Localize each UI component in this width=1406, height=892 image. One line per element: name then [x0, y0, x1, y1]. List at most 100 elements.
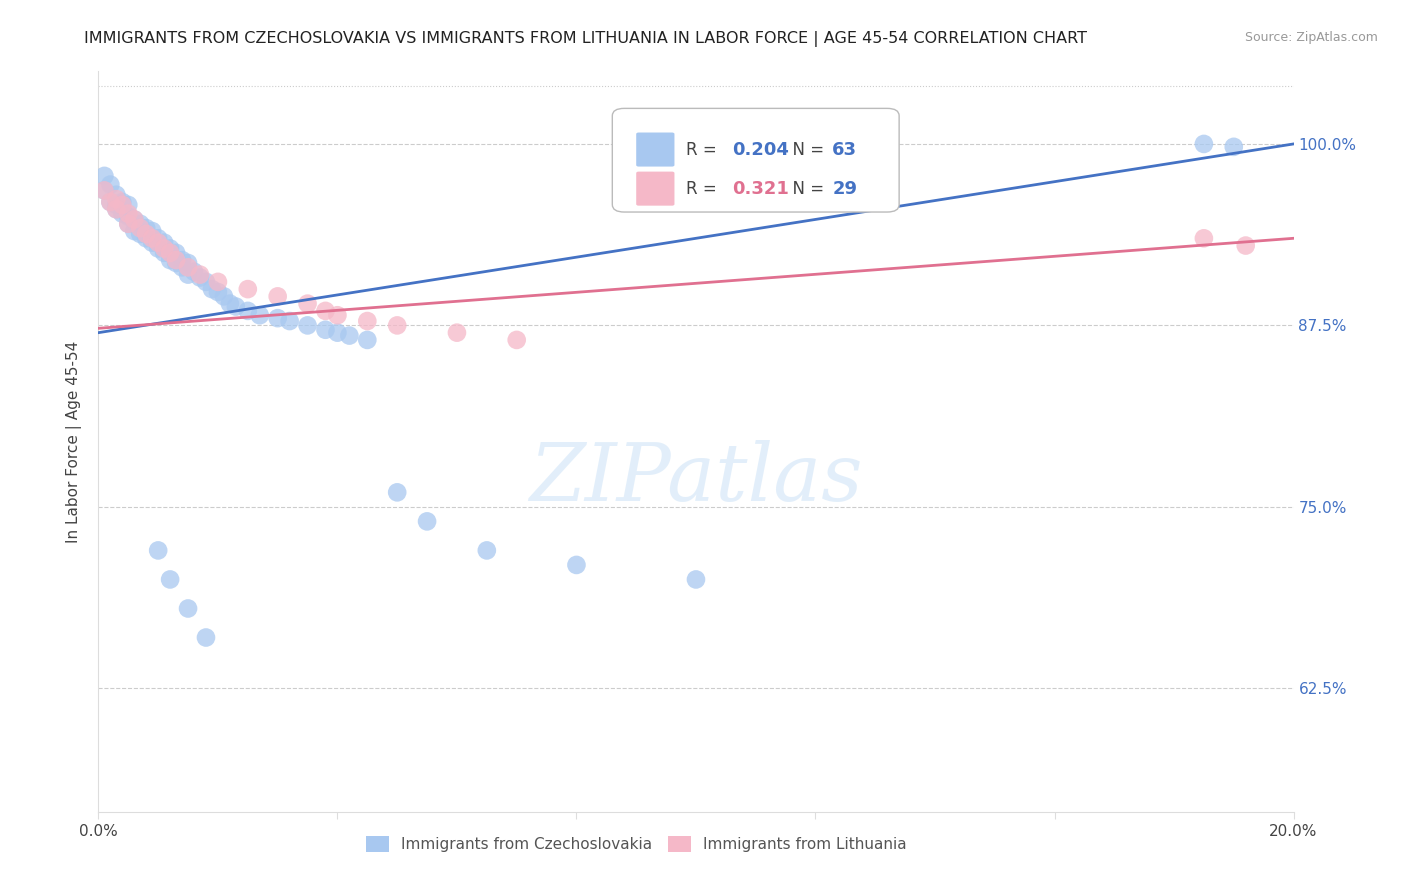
- Point: [249, 308, 271, 322]
- Point: [177, 601, 200, 615]
- Point: [93, 183, 115, 197]
- Point: [124, 224, 146, 238]
- Point: [326, 326, 349, 340]
- Point: [1192, 231, 1215, 245]
- Point: [416, 515, 439, 529]
- Point: [141, 231, 163, 245]
- Point: [141, 235, 163, 250]
- Point: [159, 245, 181, 260]
- Point: [98, 194, 122, 209]
- Point: [135, 231, 157, 245]
- Point: [212, 289, 235, 303]
- Point: [315, 304, 337, 318]
- Point: [188, 268, 211, 282]
- Point: [177, 268, 200, 282]
- Text: N =: N =: [782, 179, 830, 198]
- Point: [111, 194, 134, 209]
- FancyBboxPatch shape: [637, 171, 675, 206]
- Point: [339, 328, 361, 343]
- Point: [111, 206, 134, 220]
- FancyBboxPatch shape: [637, 133, 675, 167]
- Point: [172, 260, 194, 275]
- Point: [267, 289, 290, 303]
- Point: [201, 282, 224, 296]
- Point: [159, 253, 181, 268]
- Point: [153, 235, 176, 250]
- Legend: Immigrants from Czechoslovakia, Immigrants from Lithuania: Immigrants from Czechoslovakia, Immigran…: [359, 829, 914, 860]
- Text: Source: ZipAtlas.com: Source: ZipAtlas.com: [1244, 31, 1378, 45]
- Point: [565, 558, 588, 572]
- Text: IMMIGRANTS FROM CZECHOSLOVAKIA VS IMMIGRANTS FROM LITHUANIA IN LABOR FORCE | AGE: IMMIGRANTS FROM CZECHOSLOVAKIA VS IMMIGR…: [84, 31, 1087, 47]
- Point: [135, 227, 157, 241]
- Point: [446, 326, 468, 340]
- Point: [685, 573, 707, 587]
- Point: [148, 242, 170, 256]
- Point: [326, 308, 349, 322]
- Point: [188, 270, 211, 285]
- Point: [148, 235, 170, 250]
- Point: [93, 169, 115, 183]
- Point: [129, 217, 152, 231]
- Point: [165, 245, 187, 260]
- Point: [267, 311, 290, 326]
- Point: [1223, 140, 1246, 154]
- Text: 0.204: 0.204: [733, 141, 789, 159]
- Text: 0.321: 0.321: [733, 179, 789, 198]
- Point: [159, 242, 181, 256]
- Text: 29: 29: [832, 179, 858, 198]
- Point: [356, 314, 378, 328]
- Point: [236, 304, 259, 318]
- Point: [111, 198, 134, 212]
- Text: R =: R =: [686, 179, 723, 198]
- Point: [506, 333, 529, 347]
- Text: ZIPatlas: ZIPatlas: [529, 440, 863, 517]
- Point: [297, 296, 319, 310]
- Point: [315, 323, 337, 337]
- Point: [356, 333, 378, 347]
- Point: [1234, 238, 1257, 252]
- Point: [105, 202, 128, 217]
- Point: [148, 543, 170, 558]
- Point: [159, 573, 181, 587]
- Point: [177, 256, 200, 270]
- Point: [153, 242, 176, 256]
- Point: [207, 285, 229, 299]
- Point: [105, 187, 128, 202]
- Point: [105, 192, 128, 206]
- Point: [105, 198, 128, 212]
- Point: [278, 314, 301, 328]
- Point: [117, 198, 139, 212]
- Point: [105, 202, 128, 217]
- Point: [385, 485, 409, 500]
- Point: [1192, 136, 1215, 151]
- Point: [177, 260, 200, 275]
- Text: 63: 63: [832, 141, 858, 159]
- Point: [129, 221, 152, 235]
- Point: [135, 221, 157, 235]
- Point: [172, 253, 194, 268]
- Point: [117, 210, 139, 224]
- Point: [117, 206, 139, 220]
- Point: [219, 296, 242, 310]
- Point: [129, 227, 152, 241]
- Point: [165, 253, 187, 268]
- Text: R =: R =: [686, 141, 723, 159]
- Text: N =: N =: [782, 141, 830, 159]
- Point: [93, 183, 115, 197]
- Point: [236, 282, 259, 296]
- Point: [148, 231, 170, 245]
- FancyBboxPatch shape: [613, 109, 900, 212]
- Point: [297, 318, 319, 333]
- Point: [141, 224, 163, 238]
- Point: [475, 543, 498, 558]
- Point: [98, 178, 122, 192]
- Point: [124, 212, 146, 227]
- Point: [225, 300, 247, 314]
- Point: [183, 265, 205, 279]
- Point: [195, 275, 218, 289]
- Point: [195, 631, 218, 645]
- Point: [117, 217, 139, 231]
- Point: [117, 217, 139, 231]
- Point: [124, 212, 146, 227]
- Point: [153, 245, 176, 260]
